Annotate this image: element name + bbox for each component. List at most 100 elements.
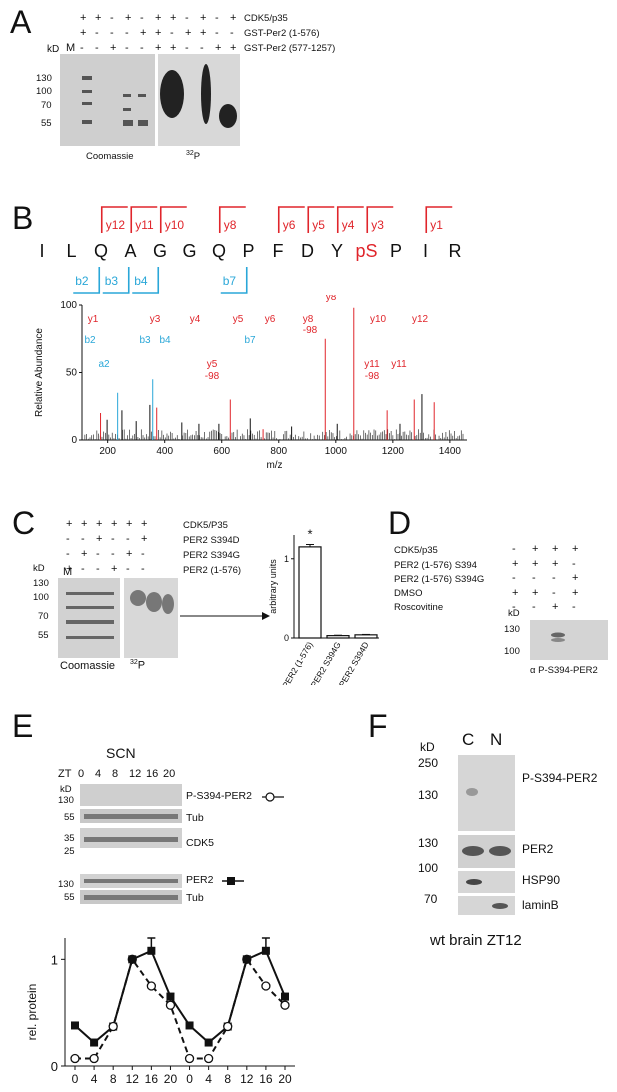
mw-marker: 35 [64, 833, 75, 844]
marker-lane-label: M [66, 42, 76, 54]
y-axis-title: Relative Abundance [34, 328, 45, 417]
mw-marker: 130 [504, 624, 520, 635]
blot-label: PER2 [522, 842, 554, 856]
panel-a-row-label: GST-Per2 (1-576) [244, 28, 320, 39]
peak-label: b3 [139, 335, 151, 346]
coomassie-label: Coomassie [86, 151, 134, 162]
mw-marker: 55 [38, 630, 49, 641]
sign-cell: - [96, 563, 100, 575]
panel-a-gel-images [60, 54, 240, 146]
x-axis-title: m/z [266, 460, 282, 471]
arrow-to-quantification [180, 612, 270, 620]
panel-d-row-label: PER2 (1-576) S394 [394, 560, 477, 571]
kd-label: kD [47, 44, 60, 55]
y-tick-label: 100 [60, 300, 77, 311]
sign-cell: - [81, 533, 85, 545]
x-tick-label: 12 [240, 1072, 254, 1086]
sign-cell: + [81, 548, 88, 560]
sign-cell: + [125, 12, 132, 24]
sequence-residue: D [301, 241, 314, 261]
sign-cell: - [110, 12, 114, 24]
sign-cell: + [185, 27, 192, 39]
sign-cell: - [572, 557, 576, 570]
blot-label: Tub [186, 892, 204, 904]
zt-value: 0 [78, 768, 85, 780]
sign-cell: - [95, 27, 99, 39]
sign-cell: + [532, 543, 539, 555]
per2-point [90, 1038, 99, 1047]
per2-point [185, 1021, 194, 1030]
x-tick-label: 4 [205, 1072, 212, 1086]
panel-c-row-label: CDK5/P35 [183, 520, 228, 531]
y-ion-label: y11 [135, 218, 154, 232]
peak-label: y5 [233, 314, 244, 325]
sign-cell: - [230, 27, 234, 39]
panel-a-row-label: CDK5/p35 [244, 13, 288, 24]
x-tick-label: 400 [156, 446, 173, 457]
sign-cell: + [95, 12, 102, 24]
mw-marker: 130 [418, 788, 439, 802]
peak-label: a2 [98, 359, 110, 370]
panel-d-row-label: CDK5/p35 [394, 545, 438, 556]
sign-cell: - [141, 563, 145, 575]
sign-cell: - [200, 42, 204, 54]
y-ion-label: y8 [224, 218, 237, 232]
sign-cell: + [111, 518, 118, 530]
lane-label-cytoplasm: C [462, 730, 475, 749]
per2-point [147, 946, 156, 955]
panel-c-row-label: PER2 S394G [183, 550, 241, 561]
sign-cell: + [200, 27, 207, 39]
b-ion-bracket [220, 267, 248, 294]
x-tick-label: 8 [224, 1072, 231, 1086]
mw-marker: 55 [64, 812, 75, 823]
x-tick-label: 8 [110, 1072, 117, 1086]
ms-spectrum: 100 50 0 200 400 600 800 1000 1200 1400 m/z Relativ… [34, 295, 467, 471]
sequence-residue: I [423, 241, 428, 261]
bar [326, 635, 350, 639]
sign-cell: - [125, 42, 129, 54]
mw-marker: 130 [58, 795, 74, 806]
zt-value: 20 [163, 768, 176, 780]
mw-marker: 70 [424, 892, 438, 906]
sign-cell: - [110, 27, 114, 39]
sign-cell: - [95, 42, 99, 54]
sign-cell: - [185, 42, 189, 54]
sign-cell: + [81, 518, 88, 530]
panel-letter-c: C [12, 505, 36, 541]
sequence-residue: L [66, 241, 76, 261]
sequence-residue: G [182, 241, 196, 261]
y-ion-label: y5 [312, 218, 325, 232]
sign-cell: + [140, 27, 147, 39]
peak-label: y11 [364, 359, 380, 370]
zt-value: 8 [112, 768, 119, 780]
sign-cell: + [155, 27, 162, 39]
sign-cell: - [532, 601, 536, 613]
sign-cell: - [140, 12, 144, 24]
sign-cell: - [215, 27, 219, 39]
sign-cell: + [155, 12, 162, 24]
sign-cell: + [170, 42, 177, 54]
panel-c-gel-images [58, 578, 178, 658]
series-line-p-per2 [75, 957, 286, 1060]
peak-label: -98 [205, 371, 220, 382]
sequence-residue: Q [94, 241, 108, 261]
sign-cell: - [572, 601, 576, 613]
panel-letter-f: F [368, 708, 388, 744]
sign-cell: - [512, 572, 516, 584]
sequence-residue: G [153, 241, 167, 261]
kd-label: kD [60, 784, 72, 795]
sign-cell: + [170, 12, 177, 24]
per2-point [261, 946, 270, 955]
x-tick-label: 12 [126, 1072, 140, 1086]
y-ion-label: y12 [106, 218, 126, 232]
sign-cell: - [512, 601, 516, 613]
peak-label: y10 [370, 314, 387, 325]
panel-d-row-label: Roscovitine [394, 602, 444, 613]
blot-label: CDK5 [186, 837, 215, 849]
sign-cell: + [512, 586, 519, 599]
y-ion-bracket [130, 206, 158, 233]
peak-label: y3 [150, 314, 161, 325]
sequence-residue: Q [212, 241, 226, 261]
x-tick-label: PER2 S394D [337, 640, 371, 685]
